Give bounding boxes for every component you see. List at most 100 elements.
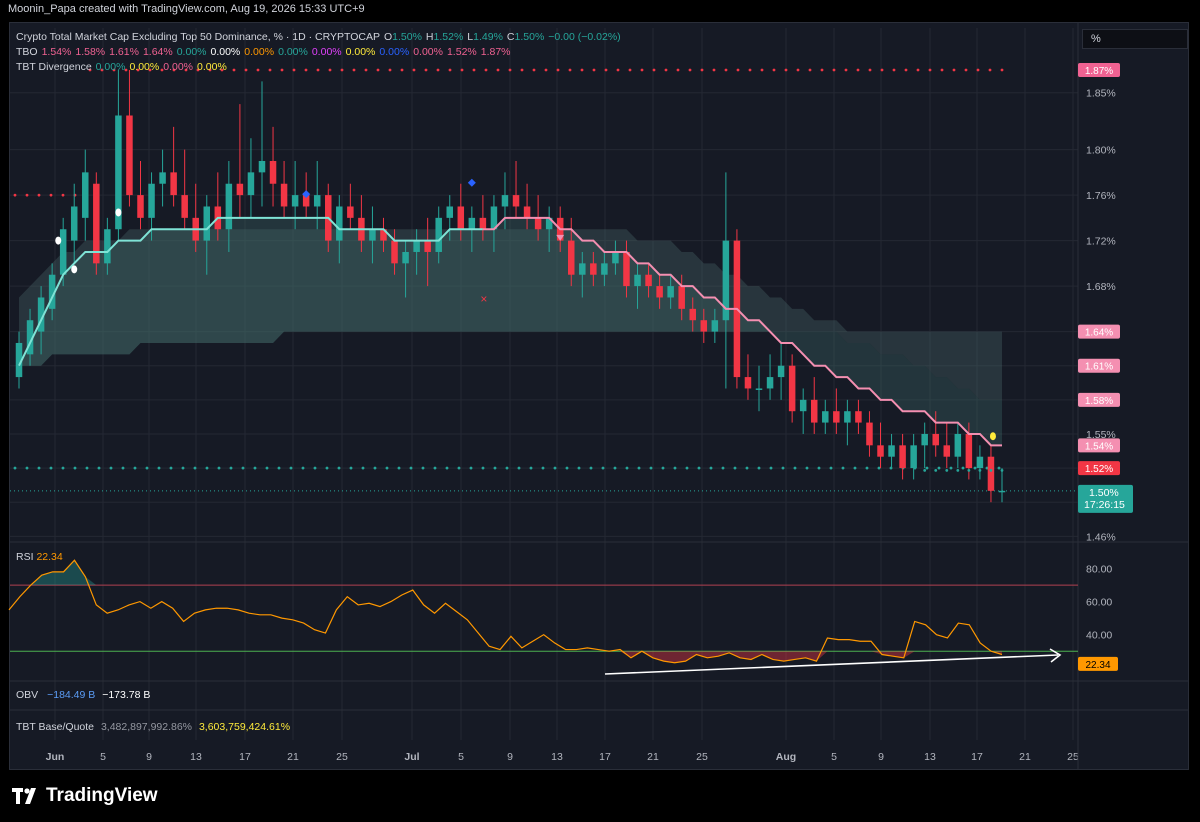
price-label-text: 1.52%	[1085, 464, 1113, 475]
obv-legend[interactable]: OBV −184.49 B −173.78 B	[16, 689, 150, 701]
resistance-dot	[304, 68, 308, 72]
support-dot	[385, 466, 389, 470]
bull-signal-marker	[55, 236, 62, 245]
candle-body	[369, 229, 376, 241]
candle-body	[336, 206, 343, 241]
support-dot	[37, 466, 41, 470]
resistance-dot	[712, 68, 716, 72]
x-tick-label: 25	[1067, 751, 1079, 763]
percent-scale-box[interactable]: %	[1082, 29, 1188, 49]
support-dot	[325, 466, 329, 470]
support-dot	[841, 466, 845, 470]
cross-marker: ×	[480, 292, 487, 306]
x-tick-label: Jun	[46, 751, 65, 763]
candle-body	[391, 240, 398, 264]
tbo-legend[interactable]: TBO 1.54% 1.58% 1.61% 1.64% 0.00% 0.00% 0.00% 0.…	[16, 46, 519, 58]
rsi-legend[interactable]: RSI 22.34	[16, 551, 63, 563]
price-label-box	[1078, 392, 1120, 407]
tbo-value-8: 0.00%	[311, 46, 342, 58]
candle-body	[159, 172, 166, 184]
resistance-dot	[232, 68, 236, 72]
obv-label: OBV	[16, 689, 39, 701]
resistance-dot	[124, 68, 128, 72]
resistance-dot	[688, 68, 692, 72]
candle-body	[512, 195, 520, 207]
tbo-value-5: 0.00%	[210, 46, 241, 58]
candle-body	[269, 160, 277, 184]
y-tick-label: 1.68%	[1086, 281, 1116, 293]
symbol-legend[interactable]: Crypto Total Market Cap Excluding Top 50…	[16, 31, 629, 43]
resistance-dot	[580, 68, 584, 72]
resistance-dot	[724, 68, 728, 72]
obv-value-2: −173.78 B	[102, 689, 151, 701]
resistance-dot	[868, 68, 872, 72]
resistance-dot	[412, 68, 416, 72]
ohlc-value-1: 1.52%	[433, 31, 464, 43]
support-dot	[757, 466, 761, 470]
candle-body	[225, 183, 233, 230]
support-touch-dot	[923, 468, 927, 472]
current-price-text: 1.50%	[1089, 487, 1119, 499]
candle-body	[479, 217, 487, 230]
tbt-base-value-1: 3,482,897,992.86%	[100, 721, 193, 733]
resistance-dot	[964, 68, 968, 72]
rsi-value: 22.34	[36, 551, 63, 563]
support-dot	[301, 466, 305, 470]
candle-body	[280, 183, 288, 207]
resistance-dot	[784, 68, 788, 72]
support-dot	[133, 466, 137, 470]
x-tick-label: 17	[971, 751, 983, 763]
support-dot	[793, 466, 797, 470]
diamond-marker	[467, 178, 476, 187]
support-dot	[337, 466, 341, 470]
tbo-value-12: 1.52%	[446, 46, 477, 58]
support-dot	[745, 466, 749, 470]
resistance-dot	[820, 68, 824, 72]
rsi-value-box	[1078, 656, 1118, 671]
resistance-dot	[736, 68, 740, 72]
candle-body	[126, 115, 133, 196]
support-dot	[421, 466, 425, 470]
candle-body	[302, 195, 310, 207]
x-tick-label: 25	[336, 751, 348, 763]
ohlc-key-3: C	[506, 31, 515, 43]
rsi-tick-label: 40.00	[1086, 630, 1112, 642]
resistance-dot	[700, 68, 704, 72]
upper-dot	[37, 193, 41, 197]
x-tick-label: 5	[831, 751, 837, 763]
resistance-dot	[160, 68, 164, 72]
rsi-oversold-fill	[9, 651, 1002, 663]
candle-body	[722, 240, 730, 321]
support-dot	[121, 466, 125, 470]
divergence-arrowhead	[1049, 648, 1062, 663]
candle-body	[855, 411, 862, 423]
tbt-values: 0.00% 0.00% 0.00% 0.00%	[96, 61, 231, 73]
candle-body	[15, 342, 23, 378]
candle-body	[866, 422, 873, 446]
support-dot	[565, 466, 569, 470]
candle-body	[899, 445, 906, 469]
price-label-box	[1078, 324, 1120, 339]
support-dot	[193, 466, 197, 470]
resistance-dot	[520, 68, 524, 72]
candle-body	[380, 229, 387, 241]
resistance-dot	[196, 68, 200, 72]
support-dot	[721, 466, 725, 470]
support-dot	[601, 466, 605, 470]
support-dot	[829, 466, 833, 470]
tbt-divergence-legend[interactable]: TBT Divergence 0.00% 0.00% 0.00% 0.00%	[16, 61, 235, 73]
candle-body	[623, 251, 630, 287]
tbt-base-quote-legend[interactable]: TBT Base/Quote 3,482,897,992.86% 3,603,7…	[16, 721, 290, 733]
support-touch-dot	[945, 468, 949, 472]
candle-body	[711, 320, 719, 332]
tradingview-logo[interactable]: TradingView	[12, 785, 158, 807]
support-touch-dot	[934, 468, 938, 472]
candle-body	[888, 445, 895, 457]
support-dot	[505, 466, 509, 470]
candle-body	[788, 365, 796, 412]
x-tick-label: 13	[190, 751, 202, 763]
support-dot	[61, 466, 65, 470]
resistance-dot	[256, 68, 260, 72]
support-dot	[961, 466, 965, 470]
